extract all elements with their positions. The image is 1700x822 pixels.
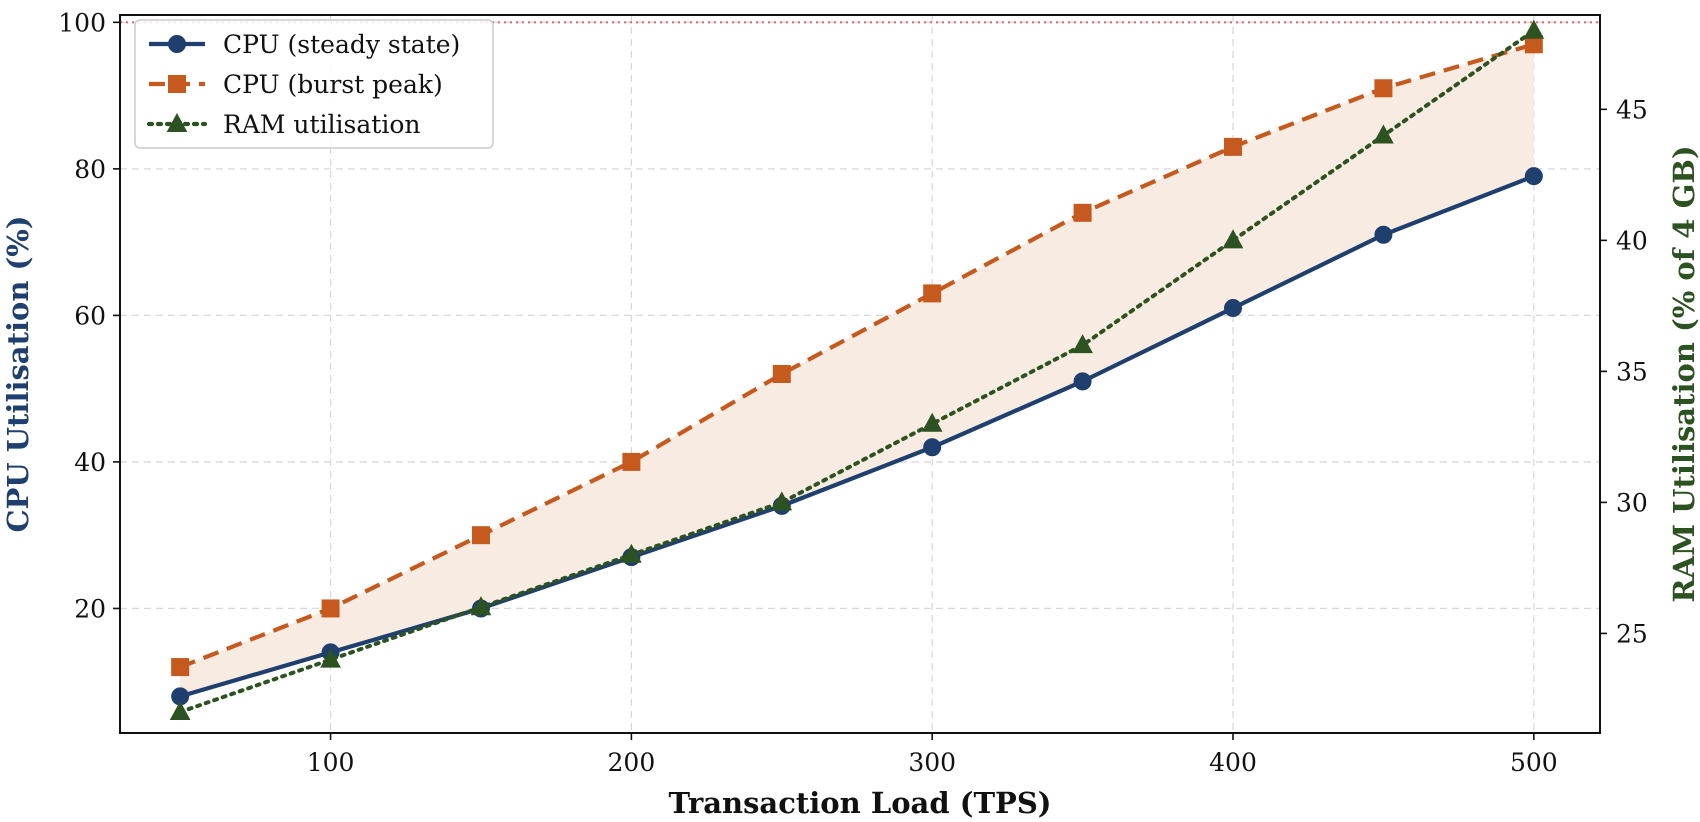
legend-item-0: CPU (steady state) (149, 30, 460, 59)
data-point (1374, 225, 1393, 244)
data-point (321, 599, 340, 618)
x-tick-label: 300 (908, 748, 956, 777)
series-line (179, 42, 1535, 670)
y2-tick-label: 30 (1616, 488, 1648, 517)
x-tick-label: 100 (307, 748, 355, 777)
plot-frame (119, 14, 1601, 734)
legend-label: CPU (burst peak) (223, 70, 443, 99)
y2-tick-label: 40 (1616, 226, 1648, 255)
y2-axis-title: RAM Utilisation (% of 4 GB) (1667, 145, 1700, 602)
y-tick-label: 20 (74, 594, 106, 623)
legend-item-1: CPU (burst peak) (149, 70, 443, 99)
legend-label: RAM utilisation (223, 110, 421, 139)
data-point (1523, 19, 1545, 39)
legend-marker (168, 75, 186, 93)
data-point (1073, 203, 1092, 222)
data-point (923, 284, 942, 303)
series-1 (171, 35, 1543, 677)
y2-tick-label: 35 (1616, 357, 1648, 386)
x-axis-title: Transaction Load (TPS) (668, 786, 1051, 820)
legend-marker (168, 35, 186, 53)
data-point (470, 596, 492, 616)
y-tick-label: 100 (58, 8, 106, 37)
data-point (320, 648, 341, 668)
legend-item-2: RAM utilisation (146, 110, 421, 139)
data-point (923, 438, 942, 457)
data-point (1224, 137, 1243, 156)
data-point (471, 526, 490, 545)
legend-marker (166, 112, 188, 132)
legend: CPU (steady state) CPU (burst peak) RAM ut… (134, 19, 494, 149)
data-point (1374, 79, 1393, 98)
x-tick-label: 200 (608, 748, 656, 777)
data-point (1373, 124, 1394, 144)
data-point (1222, 229, 1244, 249)
data-point (622, 452, 641, 471)
legend-box (134, 19, 494, 149)
data-point (1072, 334, 1093, 354)
data-point (771, 491, 793, 511)
legend-label: CPU (steady state) (223, 30, 460, 59)
data-point (772, 365, 791, 383)
fill-band (180, 44, 1534, 697)
series-line (178, 28, 1536, 715)
data-point (169, 700, 191, 721)
x-tick-label: 400 (1209, 748, 1257, 777)
y-tick-label: 60 (74, 301, 106, 330)
data-point (171, 658, 190, 677)
y-axis-title: CPU Utilisation (%) (1, 215, 35, 532)
y2-tick-label: 25 (1616, 619, 1648, 648)
series-layer (169, 19, 1545, 721)
data-point (1224, 299, 1243, 318)
series-line (179, 174, 1535, 699)
data-point (1524, 167, 1543, 186)
x-tick-label: 500 (1510, 748, 1558, 777)
series-2 (169, 19, 1545, 721)
data-point (921, 412, 943, 432)
axes: 100 200 300 400 500 20 40 60 80 100 25 30 35 40 45 (58, 8, 1648, 777)
data-point (621, 543, 642, 563)
y-tick-label: 40 (74, 448, 106, 477)
fill-between-band (180, 44, 1534, 697)
data-point (1073, 372, 1092, 391)
y-tick-label: 80 (74, 155, 106, 184)
y2-tick-label: 45 (1616, 95, 1648, 124)
